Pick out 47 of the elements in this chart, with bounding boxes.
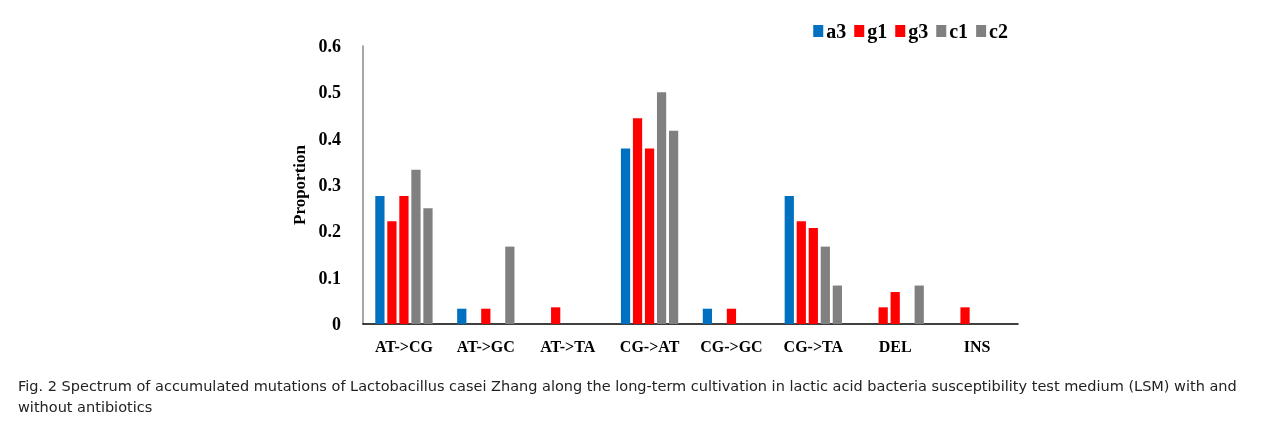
- x-tick-label: CG->GC: [700, 337, 763, 355]
- bar: [457, 308, 467, 324]
- y-tick-label: 0.3: [318, 175, 341, 195]
- bar: [620, 148, 631, 324]
- bar: [481, 308, 491, 324]
- x-tick-label: AT->TA: [540, 337, 596, 355]
- bar: [644, 148, 655, 324]
- bar: [375, 196, 385, 324]
- bar: [890, 292, 900, 324]
- y-tick-label: 0: [332, 314, 341, 334]
- bar: [387, 221, 397, 324]
- legend-label: a3: [826, 20, 847, 42]
- legend-label: c1: [949, 20, 969, 42]
- bar: [960, 307, 970, 324]
- bar: [808, 228, 818, 324]
- y-tick-label: 0.5: [318, 82, 341, 103]
- x-tick-label: DEL: [878, 337, 912, 355]
- bar: [726, 308, 737, 324]
- bar: [702, 308, 713, 324]
- legend-label: g1: [867, 20, 888, 43]
- bar: [656, 92, 667, 324]
- bar: [784, 196, 794, 324]
- x-tick-label: AT->GC: [456, 337, 515, 355]
- bar: [632, 118, 643, 324]
- x-tick-label: CG->TA: [783, 337, 844, 355]
- y-tick-label: 0.2: [318, 221, 341, 242]
- y-tick-label: 0.4: [318, 128, 341, 149]
- bar: [832, 285, 842, 324]
- bar: [423, 208, 433, 324]
- legend-label: c2: [989, 20, 1009, 42]
- y-tick-label: 0.1: [318, 267, 341, 288]
- bar: [551, 307, 561, 324]
- caption: Fig. 2 Spectrum of accumulated mutations of Lactobacillus casei Zhang along the long-term cultivation in lactic acid bacteria susceptibility test medium (LSM) with and without antibiotics: [17, 377, 1238, 417]
- bar: [878, 307, 888, 324]
- bar: [399, 196, 409, 324]
- legend-label: g3: [908, 20, 929, 43]
- bar: [411, 169, 421, 324]
- bar: [914, 285, 924, 324]
- bar: [796, 221, 806, 324]
- y-tick-label: 0.6: [318, 36, 341, 56]
- x-tick-label: INS: [963, 337, 991, 355]
- y-axis-title: Proportion: [289, 144, 309, 225]
- bar: [820, 246, 830, 324]
- x-tick-label: AT->CG: [374, 337, 434, 355]
- bar: [505, 246, 515, 324]
- bar: [668, 130, 679, 324]
- x-tick-label: CG->AT: [619, 337, 680, 355]
